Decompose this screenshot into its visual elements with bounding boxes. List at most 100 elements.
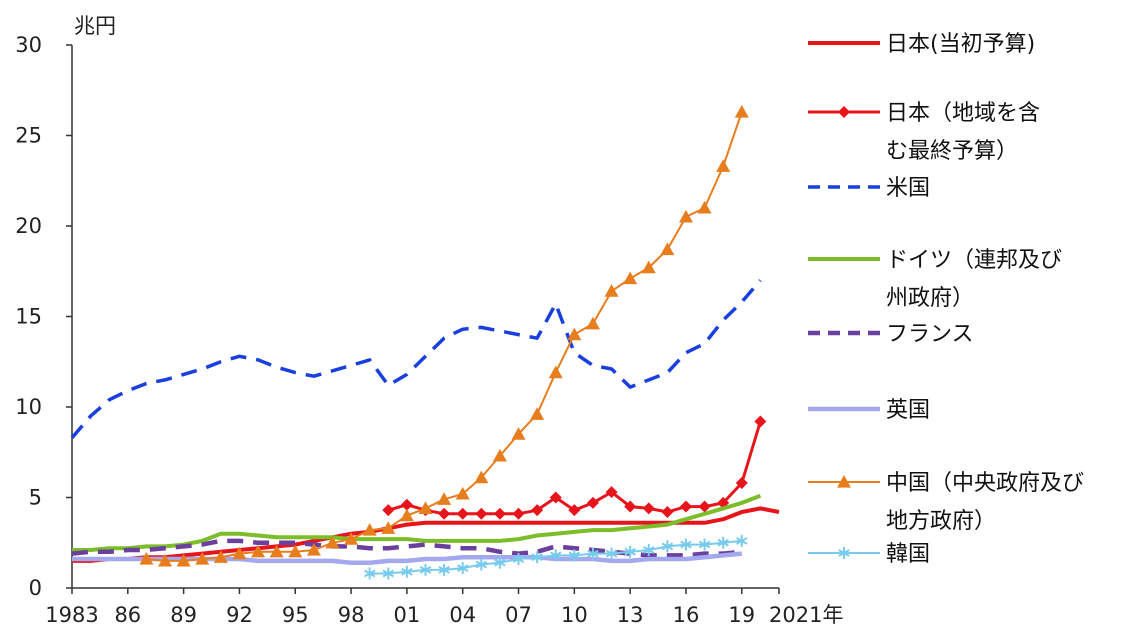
data-point-triangle [437, 492, 452, 505]
data-point-triangle [195, 552, 210, 565]
data-point-diamond [512, 507, 525, 520]
data-point-diamond [642, 502, 655, 515]
series-6 [139, 104, 749, 567]
x-tick-label: 01 [394, 603, 421, 627]
data-point-asterisk [605, 547, 618, 560]
legend-label: 中国（中央政府及び [886, 471, 1084, 496]
data-point-triangle [837, 475, 851, 488]
y-unit-label: 兆円 [74, 14, 116, 38]
data-point-asterisk [494, 556, 506, 569]
series-7 [363, 534, 748, 580]
x-tick-label: 92 [226, 603, 253, 627]
asterisk-stroke [643, 546, 655, 554]
data-point-asterisk [838, 547, 850, 559]
data-point-asterisk [680, 538, 692, 551]
y-tick-label: 30 [15, 33, 42, 57]
asterisk-stroke [550, 551, 562, 560]
asterisk-stroke [661, 542, 674, 551]
data-point-diamond [475, 507, 488, 520]
asterisk-stroke [475, 560, 488, 569]
data-point-triangle [269, 544, 284, 558]
data-point-asterisk [643, 543, 655, 556]
data-point-diamond [661, 505, 674, 518]
data-point-diamond [456, 507, 469, 520]
data-point-diamond [679, 500, 692, 513]
legend-entry-2: 米国 [808, 176, 930, 201]
data-point-diamond [605, 486, 618, 499]
asterisk-stroke [512, 555, 525, 563]
data-point-asterisk [401, 565, 413, 578]
series-2 [70, 279, 762, 439]
data-point-triangle [455, 486, 470, 500]
data-point-asterisk [419, 563, 432, 576]
legend-entry-4: フランス [808, 322, 974, 347]
legend-entry-7: 韓国 [808, 542, 930, 567]
asterisk-stroke [568, 551, 581, 560]
series-line [70, 279, 762, 439]
data-point-triangle [678, 209, 693, 223]
data-point-triangle [399, 508, 414, 522]
data-point-diamond [624, 500, 637, 513]
x-unit-suffix: 年 [822, 603, 843, 627]
legend-label: 日本(当初予算) [886, 32, 1035, 57]
data-point-triangle [660, 242, 675, 256]
data-point-triangle [567, 327, 582, 341]
data-point-asterisk [624, 545, 636, 558]
data-point-asterisk [475, 558, 488, 571]
asterisk-stroke [680, 540, 692, 549]
y-tick-label: 20 [15, 214, 42, 238]
x-tick-label: 86 [114, 603, 141, 627]
legend-label: フランス [886, 322, 974, 347]
asterisk-stroke [624, 547, 636, 556]
legend-entry-5: 英国 [808, 398, 930, 423]
data-point-triangle [716, 159, 731, 172]
data-point-triangle [344, 532, 359, 545]
x-tick-label: 10 [561, 603, 588, 627]
data-point-triangle [641, 260, 656, 274]
plot-area [70, 104, 780, 580]
asterisk-stroke [605, 549, 618, 558]
legend-label: 州政府） [886, 286, 974, 311]
data-point-triangle [306, 542, 321, 556]
data-point-asterisk [661, 540, 674, 553]
data-point-triangle [158, 553, 173, 567]
x-tick-label: 98 [338, 603, 365, 627]
x-tick-label: 1983 [45, 603, 98, 627]
series-0 [72, 506, 780, 563]
data-point-asterisk [736, 534, 748, 547]
data-point-diamond [493, 507, 506, 520]
data-point-triangle [585, 316, 600, 330]
asterisk-stroke [587, 549, 599, 558]
data-point-asterisk [531, 551, 543, 564]
data-point-triangle [232, 546, 247, 560]
data-point-triangle [697, 200, 712, 214]
y-tick-label: 25 [15, 124, 42, 148]
asterisk-stroke [456, 564, 469, 572]
x-tick-label: 04 [449, 603, 476, 627]
data-point-asterisk [382, 567, 395, 580]
data-point-triangle [734, 104, 749, 118]
asterisk-stroke [494, 558, 506, 567]
y-tick-label: 5 [29, 486, 42, 510]
data-point-triangle [362, 523, 377, 536]
axes: 0 5 10 15 20 25 30 兆円 1983 86 89 92 95 98 01 04 07 10 13 16… [15, 14, 843, 627]
data-point-asterisk [456, 562, 469, 575]
data-point-triangle [604, 284, 619, 297]
data-point-diamond [568, 504, 581, 517]
data-point-diamond [531, 504, 544, 517]
data-point-triangle [530, 407, 545, 420]
data-point-diamond [735, 477, 748, 490]
y-tick-label: 0 [29, 576, 42, 600]
data-point-diamond [838, 106, 850, 118]
data-point-asterisk [698, 538, 711, 551]
data-point-diamond [586, 496, 599, 509]
legend-label: 地方政府） [886, 509, 996, 534]
x-tick-label: 13 [617, 603, 644, 627]
x-tick-label: 19 [728, 603, 755, 627]
asterisk-stroke [438, 566, 450, 574]
data-point-diamond [549, 491, 562, 504]
